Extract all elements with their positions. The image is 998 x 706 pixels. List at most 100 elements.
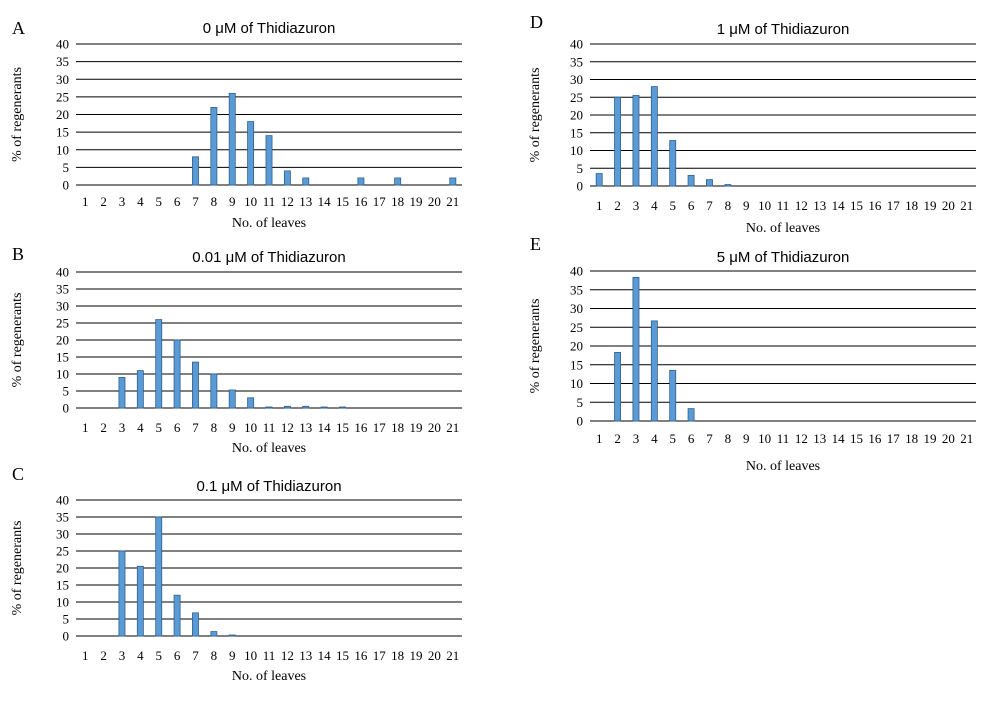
y-tick-label: 20 — [56, 561, 69, 576]
x-tick-label: 21 — [446, 648, 459, 663]
x-tick-label: 3 — [119, 194, 126, 209]
y-tick-label: 20 — [56, 107, 69, 122]
x-tick-label: 2 — [614, 198, 621, 213]
bar — [118, 376, 126, 409]
bar — [265, 135, 273, 186]
y-axis-label: % of regenerants — [528, 299, 543, 394]
x-axis-label: No. of leaves — [232, 669, 306, 684]
x-tick-label: 5 — [155, 194, 162, 209]
x-tick-label: 18 — [905, 198, 918, 213]
x-tick-label: 7 — [192, 194, 199, 209]
bar — [173, 339, 181, 409]
bar — [210, 373, 218, 409]
x-tick-label: 16 — [354, 194, 368, 209]
x-tick-label: 21 — [446, 194, 459, 209]
y-tick-label: 10 — [56, 367, 69, 382]
x-tick-label: 8 — [725, 198, 732, 213]
bar — [247, 397, 255, 409]
x-tick-label: 9 — [229, 420, 236, 435]
x-tick-label: 15 — [850, 431, 863, 446]
x-tick-label: 14 — [832, 431, 846, 446]
y-tick-label: 35 — [570, 282, 583, 297]
x-tick-label: 2 — [100, 194, 107, 209]
x-tick-label: 11 — [263, 420, 276, 435]
x-tick-label: 1 — [596, 198, 603, 213]
x-tick-label: 17 — [373, 194, 387, 209]
y-tick-label: 40 — [570, 264, 583, 279]
x-tick-label: 20 — [428, 420, 441, 435]
x-tick-label: 18 — [391, 194, 404, 209]
y-axis-label: % of regenerants — [10, 293, 25, 388]
bar — [632, 95, 640, 187]
y-tick-label: 10 — [570, 143, 583, 158]
x-tick-label: 3 — [633, 431, 640, 446]
x-tick-label: 18 — [391, 648, 404, 663]
x-tick-label: 13 — [813, 431, 826, 446]
x-tick-label: 16 — [868, 198, 882, 213]
bar — [687, 174, 695, 187]
x-tick-label: 20 — [942, 431, 955, 446]
x-tick-label: 17 — [887, 431, 901, 446]
x-tick-label: 11 — [777, 431, 790, 446]
x-tick-label: 15 — [850, 198, 863, 213]
x-tick-label: 14 — [318, 194, 332, 209]
y-tick-label: 30 — [56, 527, 69, 542]
x-tick-label: 6 — [174, 420, 181, 435]
x-tick-label: 19 — [410, 194, 423, 209]
panel-letter: B — [12, 244, 24, 264]
y-tick-label: 25 — [570, 90, 583, 105]
bar — [669, 369, 677, 422]
y-tick-label: 5 — [577, 161, 584, 176]
x-tick-label: 7 — [192, 420, 199, 435]
y-tick-label: 0 — [63, 401, 70, 416]
y-tick-label: 0 — [63, 629, 70, 644]
bar — [357, 177, 365, 186]
x-tick-label: 4 — [137, 194, 144, 209]
x-tick-label: 7 — [192, 648, 199, 663]
panel-letter: E — [530, 234, 541, 254]
panel-letter: C — [12, 464, 24, 484]
y-tick-label: 30 — [56, 72, 69, 87]
y-tick-label: 25 — [56, 89, 69, 104]
y-tick-label: 15 — [56, 125, 69, 140]
x-tick-label: 19 — [410, 648, 423, 663]
x-tick-label: 19 — [924, 431, 937, 446]
x-tick-label: 11 — [263, 648, 276, 663]
x-axis-label: No. of leaves — [232, 216, 306, 231]
y-tick-label: 5 — [577, 395, 584, 410]
x-tick-label: 13 — [299, 194, 312, 209]
x-tick-label: 12 — [795, 198, 808, 213]
bar — [449, 177, 457, 186]
x-tick-label: 18 — [905, 431, 918, 446]
bar — [339, 406, 346, 409]
y-axis-label: % of regenerants — [528, 68, 543, 163]
y-tick-label: 30 — [56, 299, 69, 314]
x-tick-label: 13 — [299, 648, 312, 663]
x-tick-label: 9 — [743, 431, 750, 446]
y-tick-label: 20 — [570, 108, 583, 123]
x-tick-label: 16 — [354, 648, 368, 663]
x-tick-label: 2 — [614, 431, 621, 446]
x-tick-label: 3 — [119, 648, 126, 663]
y-tick-label: 15 — [570, 125, 583, 140]
x-tick-label: 20 — [942, 198, 955, 213]
x-tick-label: 12 — [281, 194, 294, 209]
x-tick-label: 10 — [244, 194, 257, 209]
chart-panel-b: B 0.01 μM of Thidiazuron05101520253035401… — [10, 244, 462, 456]
x-tick-label: 8 — [725, 431, 732, 446]
bar — [228, 389, 236, 409]
y-tick-label: 25 — [56, 316, 69, 331]
x-tick-label: 6 — [688, 198, 695, 213]
y-tick-label: 35 — [56, 282, 69, 297]
x-tick-label: 3 — [633, 198, 640, 213]
y-tick-label: 40 — [56, 265, 69, 280]
bar — [302, 177, 310, 186]
y-axis-label: % of regenerants — [10, 521, 25, 616]
bar — [706, 179, 713, 187]
y-tick-label: 5 — [63, 612, 70, 627]
x-tick-label: 21 — [960, 431, 973, 446]
bar — [192, 612, 199, 637]
bar — [265, 406, 273, 409]
x-tick-label: 10 — [244, 648, 257, 663]
